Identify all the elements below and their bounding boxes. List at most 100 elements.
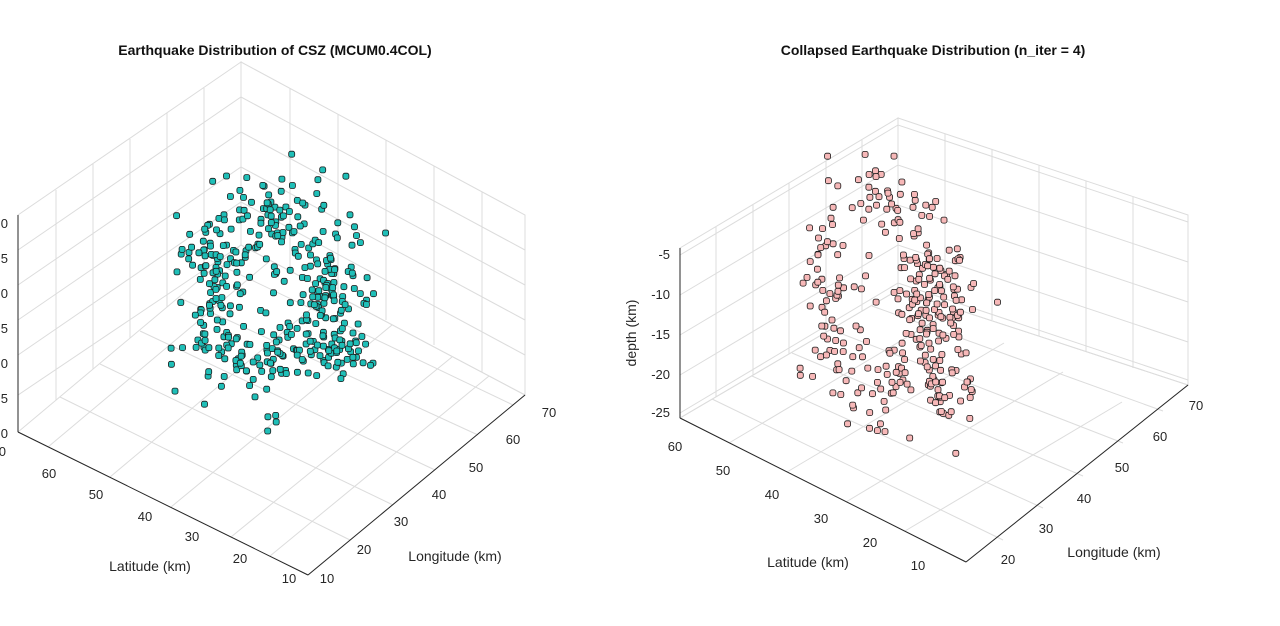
right-scatter-point — [945, 267, 953, 275]
left-scatter-point — [296, 222, 304, 230]
right-scatter-point — [881, 428, 889, 436]
right-scatter-point — [866, 424, 873, 432]
right-scatter-point — [896, 218, 904, 226]
right-scatter-point — [855, 344, 863, 352]
left-scatter-point — [200, 269, 208, 277]
right-scatter-point — [874, 427, 881, 435]
right-scatter-point — [834, 182, 842, 190]
right-scatter-point — [855, 176, 862, 184]
left-scatter-point — [304, 369, 312, 377]
right-scatter-point — [814, 278, 822, 286]
left-scatter-point — [288, 182, 296, 189]
right-scatter-point — [865, 171, 873, 178]
right-scatter-point — [940, 216, 948, 224]
left-scatter-point — [240, 322, 248, 330]
right-scatter-point — [962, 349, 970, 357]
right-scatter-point — [806, 224, 813, 232]
right-scatter-point — [900, 251, 907, 259]
right-scatter-point — [863, 338, 870, 345]
right-scatter-point — [931, 306, 938, 314]
right-scatter-point — [921, 280, 928, 288]
left-scatter-point — [262, 309, 270, 317]
right-scatter-point — [947, 319, 955, 327]
right-scatter-point — [917, 342, 925, 349]
left-scatter-point — [297, 299, 305, 307]
right-scatter-point — [923, 299, 931, 307]
right-scatter-point — [940, 293, 948, 301]
left-scatter-point — [299, 199, 307, 207]
left-scatter-point — [217, 301, 225, 309]
right-scatter-point — [819, 225, 826, 233]
right-scatter-point — [944, 275, 952, 283]
right-scatter-point — [994, 298, 1001, 306]
left-scatter-point — [308, 286, 316, 294]
right-scatter-point — [937, 408, 945, 415]
right-scatter-point — [913, 290, 921, 298]
left-y-tick: 40 — [432, 487, 446, 502]
right-scatter-point — [823, 297, 830, 305]
left-scatter-point — [233, 268, 241, 276]
left-scatter-point — [220, 373, 228, 380]
left-scatter-point — [313, 372, 321, 380]
right-scatter-point — [874, 366, 882, 374]
left-scatter-point — [237, 352, 245, 360]
left-scatter-point — [351, 223, 358, 231]
left-y-tick: 70 — [542, 405, 556, 420]
right-scatter-point — [923, 363, 931, 371]
left-scatter-point — [173, 212, 181, 220]
right-scatter-point — [931, 270, 939, 278]
left-scatter-point — [251, 393, 259, 401]
right-x-tick: 30 — [814, 511, 828, 526]
left-scatter-point — [341, 301, 349, 309]
left-y-tick: 50 — [469, 460, 483, 475]
left-scatter-point — [334, 358, 342, 366]
left-x-tick: 30 — [185, 529, 199, 544]
right-scatter-point — [926, 274, 933, 282]
left-scatter-point — [337, 306, 345, 314]
right-scatter-point — [890, 288, 898, 296]
left-scatter-point — [257, 219, 265, 227]
left-scatter-point — [348, 269, 356, 277]
right-scatter-point — [932, 198, 940, 205]
left-scatter-point — [333, 234, 341, 242]
right-scatter-point — [933, 255, 941, 262]
right-scatter-point — [916, 335, 924, 343]
left-scatter-point — [297, 240, 305, 248]
left-scatter-point — [213, 316, 221, 324]
right-scatter-point — [872, 167, 879, 175]
right-scatter-point — [803, 273, 811, 281]
left-scatter-point — [314, 260, 322, 268]
right-scatter-point — [906, 316, 914, 324]
right-scatter-point — [806, 258, 814, 266]
left-scatter-point — [267, 373, 275, 381]
right-scatter-point — [930, 263, 937, 271]
right-scatter-point — [901, 356, 908, 363]
left-z-tick: 0 — [1, 426, 8, 441]
right-scatter-point — [809, 372, 816, 380]
right-z-tick: -15 — [651, 327, 670, 342]
right-scatter-point — [877, 385, 885, 393]
left-scatter-point — [276, 206, 284, 214]
right-scatter-point — [837, 327, 844, 335]
left-scatter-point — [265, 191, 273, 199]
left-scatter-point — [246, 227, 254, 235]
left-scatter-point — [322, 284, 330, 292]
right-scatter-point — [834, 251, 842, 259]
right-scatter-point — [875, 193, 883, 201]
left-scatter-point — [353, 232, 360, 240]
right-scatter-point — [860, 216, 867, 224]
right-scatter-point — [957, 397, 964, 405]
left-y-label: Longitude (km) — [408, 548, 501, 564]
right-y-label: Longitude (km) — [1067, 544, 1160, 560]
right-scatter-point — [936, 281, 943, 288]
right-scatter-point — [814, 265, 821, 273]
left-scatter-point — [327, 254, 335, 262]
left-scatter-point — [201, 400, 208, 408]
right-scatter-point — [874, 378, 881, 386]
left-scatter-point — [191, 311, 199, 319]
right-scatter-point — [909, 203, 917, 211]
left-scatter-point — [264, 427, 272, 435]
right-grid — [678, 117, 1190, 563]
right-scatter-point — [829, 203, 837, 211]
